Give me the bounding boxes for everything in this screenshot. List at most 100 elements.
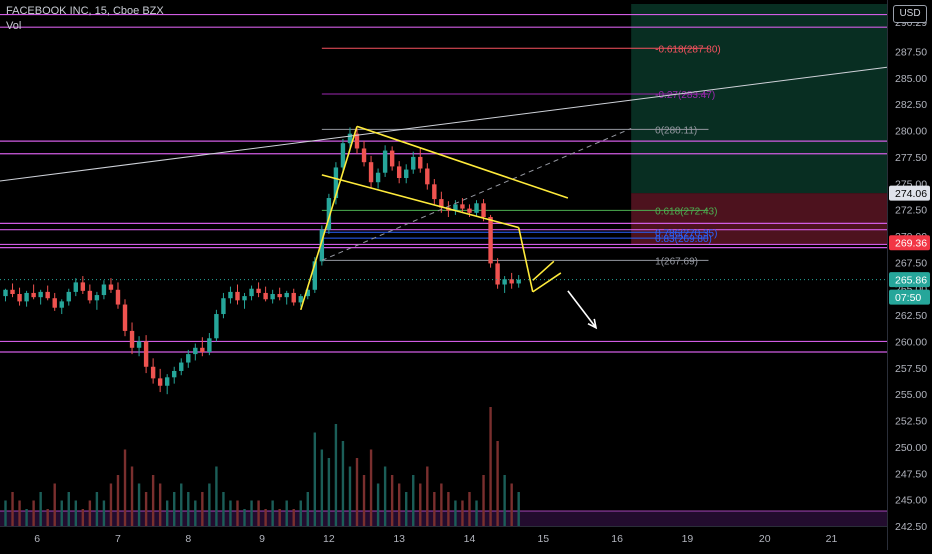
volume-bar bbox=[158, 483, 162, 526]
candle-body bbox=[186, 354, 191, 363]
candle-body bbox=[432, 184, 437, 200]
candle-body bbox=[150, 366, 156, 379]
arrow-shaft bbox=[567, 290, 597, 329]
candle-body bbox=[3, 289, 8, 297]
candle-body bbox=[439, 199, 444, 208]
volume-bar bbox=[4, 500, 7, 526]
volume-bar bbox=[53, 483, 56, 526]
price-label-text: 269.36 bbox=[895, 238, 927, 250]
price-tick-label: 277.50 bbox=[895, 152, 927, 164]
fib-level-label: 1(267.69) bbox=[655, 256, 698, 267]
candle-body bbox=[347, 133, 353, 144]
volume-label: Vol bbox=[6, 20, 22, 32]
pattern-line bbox=[299, 126, 358, 311]
volume-bar bbox=[433, 492, 436, 526]
candle-body bbox=[115, 289, 121, 305]
volume-bar bbox=[25, 509, 28, 526]
volume-bar bbox=[440, 483, 443, 526]
volume-bar bbox=[173, 492, 176, 526]
candle-body bbox=[404, 169, 409, 178]
volume-bar bbox=[123, 449, 127, 526]
candle-body bbox=[193, 347, 198, 355]
pattern-line bbox=[356, 125, 569, 199]
volume-bar bbox=[405, 492, 408, 526]
time-tick-label: 19 bbox=[682, 533, 694, 545]
time-tick-label: 9 bbox=[259, 533, 265, 545]
volume-bar bbox=[180, 483, 183, 526]
candle-body bbox=[460, 204, 465, 209]
price-tick-label: 262.50 bbox=[895, 310, 927, 322]
volume-bar bbox=[46, 509, 49, 526]
candle-body bbox=[164, 377, 170, 386]
volume-bar bbox=[95, 492, 99, 526]
candle-body bbox=[101, 284, 107, 296]
volume-bar bbox=[271, 500, 274, 526]
candle-body bbox=[277, 294, 282, 298]
candle-body bbox=[382, 150, 388, 173]
time-tick-label: 14 bbox=[464, 533, 476, 545]
volume-bar bbox=[475, 500, 478, 526]
volume-bar bbox=[257, 500, 260, 526]
candle-body bbox=[24, 292, 29, 302]
price-tick-label: 255.00 bbox=[895, 389, 927, 401]
candle-body bbox=[87, 290, 93, 301]
volume-bar bbox=[81, 509, 85, 526]
price-label-box bbox=[889, 185, 930, 201]
fib-trend-dashed bbox=[321, 127, 632, 261]
trend-line bbox=[0, 66, 888, 182]
price-tick-label: 260.00 bbox=[895, 336, 927, 348]
volume-bar bbox=[116, 475, 120, 526]
candle-body bbox=[122, 304, 128, 331]
price-label-text: 265.86 bbox=[895, 275, 927, 287]
candle-body bbox=[375, 172, 381, 183]
currency-badge[interactable]: USD bbox=[893, 5, 927, 23]
volume-bar bbox=[362, 475, 366, 526]
price-tick-label: 272.50 bbox=[895, 205, 927, 217]
candle-body bbox=[319, 229, 325, 262]
volume-bar bbox=[348, 466, 352, 526]
candle-body bbox=[502, 279, 507, 285]
volume-bar bbox=[137, 483, 141, 526]
candle-body bbox=[200, 347, 205, 352]
candle-body bbox=[453, 204, 458, 211]
candle-body bbox=[228, 291, 233, 299]
volume-bar bbox=[426, 466, 429, 526]
candle-body bbox=[157, 378, 163, 386]
candle-body bbox=[73, 282, 78, 292]
volume-bar bbox=[327, 458, 331, 526]
price-tick-label: 245.00 bbox=[895, 495, 927, 507]
volume-bar bbox=[306, 492, 309, 526]
time-tick-label: 20 bbox=[759, 533, 771, 545]
volume-bar bbox=[510, 483, 513, 526]
pattern-line bbox=[532, 260, 555, 281]
volume-bar bbox=[320, 449, 324, 526]
candle-body bbox=[214, 314, 219, 339]
price-label-box bbox=[889, 272, 930, 288]
candle-body bbox=[305, 289, 310, 297]
volume-bar bbox=[243, 509, 246, 526]
candle-body bbox=[270, 294, 275, 300]
volume-bar bbox=[130, 466, 134, 526]
candle-body bbox=[425, 168, 430, 185]
price-tick-label: 247.50 bbox=[895, 468, 927, 480]
volume-bar bbox=[419, 483, 422, 526]
time-tick-label: 7 bbox=[115, 533, 121, 545]
pattern-line bbox=[321, 174, 519, 229]
fib-level-label: 0.83(269.80) bbox=[655, 234, 712, 245]
candle-body bbox=[94, 295, 100, 301]
fib-level-label: -0.618(287.80) bbox=[655, 44, 721, 55]
price-tick-label: 242.50 bbox=[895, 521, 927, 533]
time-tick-label: 13 bbox=[393, 533, 405, 545]
candle-body bbox=[221, 298, 226, 315]
volume-bar bbox=[74, 500, 77, 526]
price-tick-label: 282.50 bbox=[895, 99, 927, 111]
candle-body bbox=[467, 208, 472, 213]
volume-bar bbox=[503, 475, 506, 526]
candle-body bbox=[136, 341, 142, 348]
candle-body bbox=[80, 282, 86, 291]
time-tick-label: 12 bbox=[323, 533, 335, 545]
price-tick-label: 250.00 bbox=[895, 442, 927, 454]
volume-bar bbox=[39, 492, 42, 526]
